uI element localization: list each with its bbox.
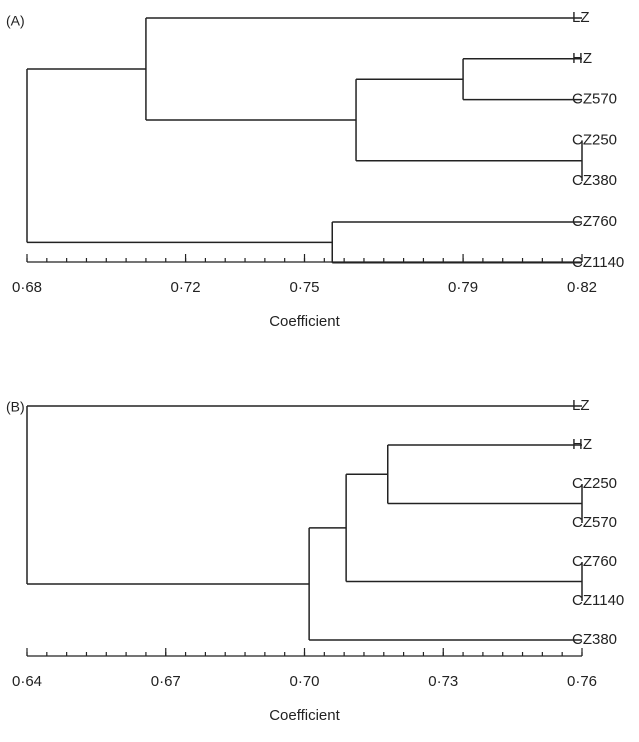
panel-label: (A)	[6, 13, 25, 29]
x-axis-title: Coefficient	[269, 313, 340, 330]
x-tick-label: 0·76	[567, 673, 597, 690]
leaf-label-cz760: CZ760	[572, 553, 617, 570]
x-tick-label: 0·72	[171, 279, 201, 296]
leaf-label-cz250: CZ250	[572, 475, 617, 492]
leaf-label-cz380: CZ380	[572, 172, 617, 189]
x-tick-label: 0·82	[567, 279, 597, 296]
leaf-label-cz760: CZ760	[572, 213, 617, 230]
leaf-label-cz250: CZ250	[572, 131, 617, 148]
leaf-label-cz570: CZ570	[572, 91, 617, 108]
x-axis-title: Coefficient	[269, 707, 340, 724]
x-tick-label: 0·70	[289, 673, 319, 690]
leaf-label-cz570: CZ570	[572, 514, 617, 531]
x-tick-label: 0·79	[448, 279, 478, 296]
leaf-label-cz380: CZ380	[572, 631, 617, 648]
x-tick-label: 0·67	[151, 673, 181, 690]
x-tick-label: 0·75	[289, 279, 319, 296]
panel-label: (B)	[6, 399, 25, 415]
x-tick-label: 0·64	[12, 673, 42, 690]
x-tick-label: 0·73	[428, 673, 458, 690]
x-tick-label: 0·68	[12, 279, 42, 296]
leaf-label-cz1140: CZ1140	[572, 592, 624, 609]
leaf-label-cz1140: CZ1140	[572, 254, 624, 271]
